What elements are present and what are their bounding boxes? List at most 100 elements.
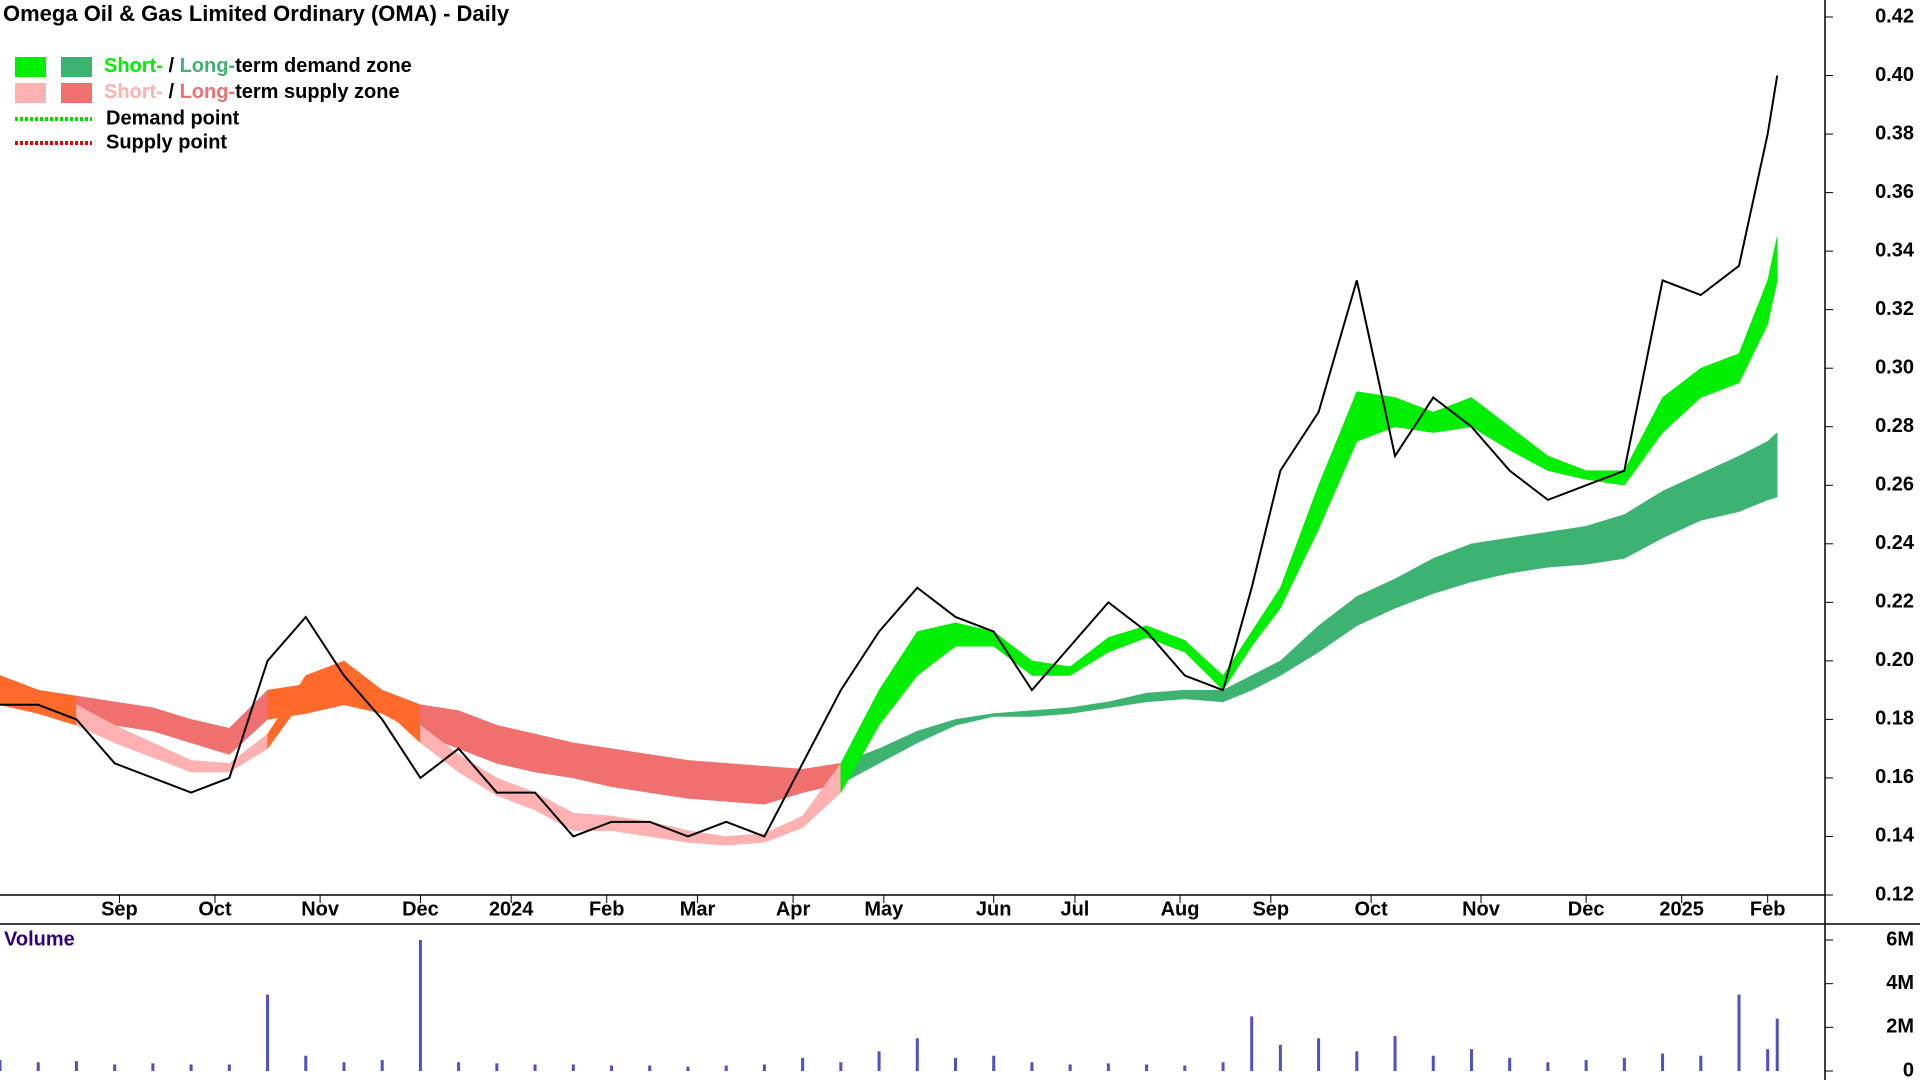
volume-bar [1145,1064,1149,1071]
x-tick-label: 2025 [1659,898,1704,920]
long-zone [1767,432,1778,501]
legend-part: Long- [180,55,236,77]
volume-bar [1431,1055,1435,1071]
y-tick-label: 0.16 [1875,766,1914,788]
legend-swatch [15,83,46,103]
x-tick-label: Oct [1354,898,1388,920]
legend-part: term supply zone [235,81,399,103]
volume-bar [610,1065,614,1071]
price-line [0,75,1779,838]
volume-bar [1030,1062,1034,1071]
legend-label: Short- / Long-term demand zone [104,55,412,77]
volume-bar [1068,1064,1072,1071]
legend-label: Supply point [106,131,227,153]
x-tick-label: Oct [198,898,232,920]
y-tick-label: 0.28 [1875,415,1914,437]
volume-bar [839,1062,843,1071]
volume-bar [304,1055,308,1071]
volume-bar [1775,1018,1779,1071]
y-tick-label: 0.12 [1875,883,1914,905]
y-tick-label: 0.20 [1875,649,1914,671]
y-tick-label: 0.42 [1875,5,1914,27]
chart-title: Omega Oil & Gas Limited Ordinary (OMA) -… [3,1,510,26]
volume-bar [74,1061,78,1071]
x-tick-label: Nov [301,898,340,920]
volume-title: Volume [4,928,75,950]
x-tick-label: Sep [1252,898,1289,920]
legend-part: / [163,55,180,77]
volume-bar [1508,1057,1512,1071]
volume-bar [1469,1049,1473,1071]
volume-bar [1278,1044,1282,1071]
x-tick-label: Dec [1568,898,1605,920]
volume-bar [648,1065,652,1071]
long-zone [611,748,650,793]
volume-bar [533,1064,537,1071]
y-tick-label: 0.18 [1875,708,1914,730]
volume-bar [1699,1055,1703,1071]
y-tick-label: 0.36 [1875,181,1914,203]
legend-part: term demand zone [235,55,412,77]
volume-bar [380,1060,384,1071]
x-tick-label: Sep [101,898,138,920]
y-tick-label: 0.38 [1875,122,1914,144]
volume-bar [1737,994,1741,1071]
volume-bar [266,994,270,1071]
long-zone [1547,525,1587,568]
volume-bar [1584,1060,1588,1071]
volume-bar [915,1038,919,1071]
volume-bar [418,940,422,1071]
volume-bar [762,1064,766,1071]
legend-label: Short- / Long-term supply zone [104,81,400,103]
volume-bar [1106,1063,1110,1071]
volume-bar [1766,1049,1770,1071]
volume-bar [571,1064,575,1071]
long-zone [687,760,727,802]
x-tick-label: Jun [976,898,1012,920]
volume-bar [1183,1065,1187,1071]
y-tick-label: 0 [1903,1059,1914,1080]
x-tick-label: Nov [1462,898,1501,920]
legend-part: Short- [104,55,163,77]
x-tick-label: May [864,898,904,920]
y-tick-label: 0.32 [1875,298,1914,320]
volume-bar [189,1064,193,1071]
volume-bar [1393,1036,1397,1071]
y-tick-label: 2M [1886,1016,1914,1038]
volume-bar [877,1051,881,1071]
volume-bar [992,1055,996,1071]
legend-swatch [61,83,92,103]
x-tick-label: Feb [1750,898,1786,920]
volume-bar [953,1057,957,1071]
volume-bar [801,1057,805,1071]
volume-bar [151,1063,155,1071]
y-tick-label: 0.14 [1875,825,1915,847]
x-tick-label: 2024 [489,898,534,920]
y-tick-label: 0.30 [1875,356,1914,378]
y-tick-label: 0.24 [1875,532,1915,554]
short-zone [1767,236,1778,325]
volume-bar [36,1062,40,1071]
legend-swatch [15,57,46,77]
volume-bar [1317,1038,1321,1071]
x-tick-label: Aug [1161,898,1200,920]
volume-bar [0,1060,2,1071]
y-tick-label: 6M [1886,928,1914,950]
x-tick-label: Dec [402,898,439,920]
x-tick-label: Mar [680,898,716,920]
long-zone [649,754,689,799]
legend-swatch [61,57,92,77]
long-zone [1509,531,1549,574]
y-tick-label: 0.40 [1875,64,1914,86]
x-tick-label: Apr [776,898,811,920]
x-tick-label: Jul [1060,898,1089,920]
volume-bar [1661,1053,1665,1071]
volume-bar [1355,1051,1359,1071]
legend-part: Long- [180,81,236,103]
volume-bar [495,1063,499,1071]
volume-bar [1622,1057,1626,1071]
volume-bar [724,1065,728,1071]
volume-bar [1546,1062,1550,1071]
volume-bar [342,1062,346,1071]
